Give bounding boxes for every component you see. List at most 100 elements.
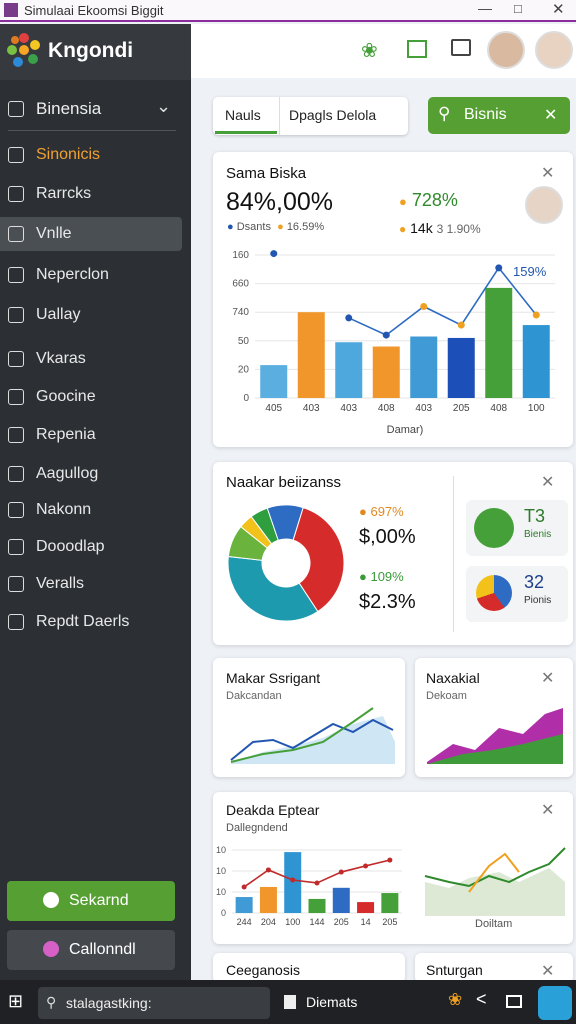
tray-avatar[interactable] [538, 986, 572, 1020]
nav-label: Rarrcks [36, 185, 92, 202]
icon [8, 307, 24, 323]
nav-item[interactable]: Veralls [0, 567, 182, 601]
sparkline [424, 847, 566, 916]
close[interactable]: ✕ [541, 474, 555, 491]
close[interactable]: ✕ [541, 670, 555, 687]
nav-label: Repdt Daerls [36, 613, 130, 630]
nav-item[interactable]: Nakonn [0, 493, 182, 527]
card: Ceeganosis [213, 953, 405, 983]
icon [8, 351, 24, 367]
nav-item[interactable]: Uallay [0, 298, 182, 332]
tile-label: Pionis [524, 595, 552, 606]
tile-number: 32 [524, 572, 545, 592]
divider [279, 97, 280, 135]
tab-indicator [215, 131, 277, 134]
icon [8, 427, 24, 443]
button[interactable]: Callonndl [7, 930, 175, 970]
card-title: Naxakial [426, 670, 480, 686]
close[interactable]: ✕ [552, 1, 565, 18]
icon [8, 502, 24, 518]
nav-item[interactable]: Sinonicis [0, 138, 182, 172]
stat-pct: ● 109% [359, 569, 404, 584]
tile-icon [474, 508, 514, 548]
nav-label: Nakonn [36, 501, 92, 518]
big-number: 84%,00% [226, 188, 334, 216]
nav-label: Goocine [36, 388, 96, 405]
nav-label: Repenia [36, 426, 96, 443]
app-name: Kngondi [48, 39, 134, 62]
tray-icon[interactable]: < [476, 989, 487, 1009]
close[interactable]: ✕ [541, 165, 555, 182]
start[interactable]: ⊞ [8, 991, 24, 1011]
nav-item[interactable]: Aagullog [0, 457, 182, 491]
search-text: Bisnis [464, 106, 507, 123]
card-title: Snturgan [426, 962, 483, 978]
stat-value: $2.3% [359, 591, 416, 613]
icon [8, 267, 24, 283]
section-header[interactable]: Binensia ⌄ [0, 92, 191, 126]
icon-button[interactable] [451, 39, 471, 56]
taskbar-search[interactable]: ⚲ stalagastking: [38, 987, 270, 1019]
app-icon [284, 995, 296, 1009]
tab[interactable]: Nauls [225, 107, 261, 123]
icon [8, 226, 24, 242]
nav-item[interactable]: Goocine [0, 380, 182, 414]
nav-label: Vnlle [36, 225, 72, 242]
card-subtitle: Dakcandan [226, 690, 282, 702]
nav-item[interactable]: Vkaras [0, 342, 182, 376]
tile-icon [476, 575, 512, 611]
section-title: Binensia [36, 99, 102, 118]
icon [8, 389, 24, 405]
button[interactable]: Sekarnd [7, 881, 175, 921]
minimize[interactable]: — [478, 0, 492, 16]
nav-item[interactable]: Repenia [0, 418, 182, 452]
tile-number: T3 [524, 506, 546, 526]
nav-label: Aagullog [36, 465, 99, 482]
icon [8, 101, 24, 117]
nav-item[interactable]: Rarrcks [0, 177, 182, 211]
nav-label: Sinonicis [36, 146, 101, 163]
tab-group: Nauls Dpagls Delola [213, 97, 408, 135]
nav-item[interactable]: Vnlle [0, 217, 182, 251]
tab[interactable]: Dpagls Delola [289, 107, 377, 123]
legend: ● Dsants ● 16.59% [227, 221, 325, 233]
dot [43, 892, 59, 908]
area-chart [427, 708, 563, 764]
nav-item[interactable]: Dooodlap [0, 530, 182, 564]
sidebar: Kngondi Binensia ⌄ Sinonicis Rarrcks Vnlle… [0, 24, 191, 980]
close[interactable]: ✕ [541, 963, 555, 980]
icon-button[interactable] [407, 40, 427, 58]
window-title: Simulaai Ekoomsi Biggit [24, 3, 164, 18]
card-title: Naakar beiizanss [226, 474, 342, 491]
tile[interactable]: T3 Bienis [466, 500, 568, 556]
close[interactable]: ✕ [541, 802, 555, 819]
tray-icon[interactable] [506, 995, 522, 1008]
icon [8, 147, 24, 163]
nav-label: Neperclon [36, 266, 109, 283]
avatar [525, 186, 563, 224]
maximize[interactable]: □ [514, 1, 522, 16]
title-bar: Simulaai Ekoomsi Biggit — □ ✕ [0, 0, 576, 22]
search-icon: ⚲ [46, 994, 57, 1010]
card: Snturgan ✕ [415, 953, 573, 983]
card: Naxakial ✕ Dekoam [415, 658, 573, 777]
button-label: Callonndl [69, 941, 136, 958]
dot [43, 941, 59, 957]
app-icon [4, 3, 18, 17]
icon-button[interactable]: ❀ [361, 40, 378, 62]
avatar[interactable] [487, 31, 525, 69]
search-icon: ⚲ [438, 104, 451, 123]
taskbar-app[interactable]: Diemats [306, 994, 358, 1010]
avatar[interactable] [535, 31, 573, 69]
divider [8, 130, 176, 131]
tray-icon[interactable]: ❀ [448, 990, 463, 1009]
clear[interactable]: ✕ [544, 107, 558, 124]
card: Makar Ssrigant Dakcandan [213, 658, 405, 777]
nav-item[interactable]: Repdt Daerls [0, 605, 182, 639]
nav-item[interactable]: Neperclon [0, 258, 182, 292]
card-subtitle: Dekoam [426, 690, 467, 702]
nav-label: Vkaras [36, 350, 86, 367]
search-box[interactable]: ⚲ Bisnis ✕ [428, 97, 570, 134]
tile[interactable]: 32 Pionis [466, 566, 568, 622]
